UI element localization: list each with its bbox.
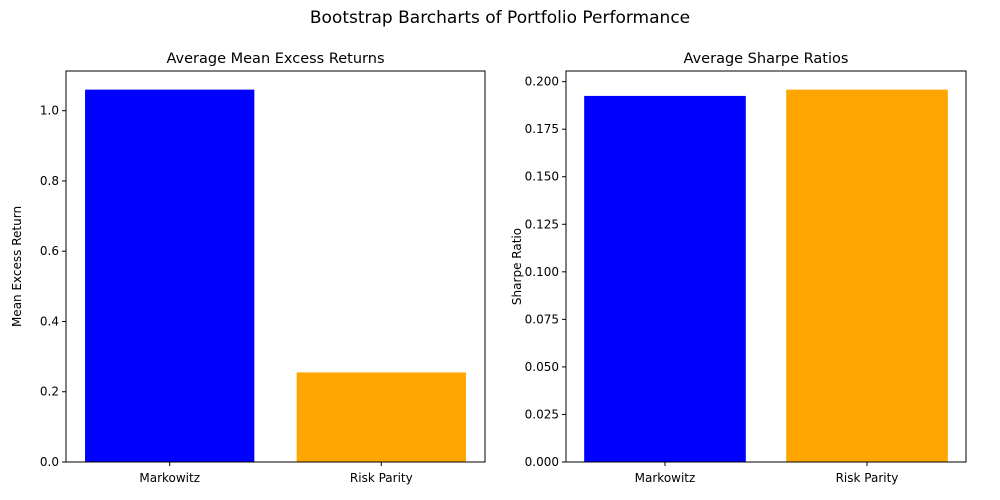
y-tick-label: 0.2 bbox=[40, 385, 59, 399]
bar-risk-parity bbox=[786, 89, 948, 463]
y-tick-label: 0.8 bbox=[40, 174, 59, 188]
axes-frame bbox=[565, 70, 967, 463]
figure-suptitle: Bootstrap Barcharts of Portfolio Perform… bbox=[309, 8, 691, 28]
y-tick-label: 0.200 bbox=[525, 75, 559, 89]
x-tick-label: Markowitz bbox=[139, 471, 200, 485]
bar-markowitz bbox=[85, 89, 255, 462]
chart-title: Average Mean Excess Returns bbox=[166, 51, 384, 67]
y-tick-label: 0.125 bbox=[525, 217, 559, 231]
y-tick-label: 0.050 bbox=[525, 360, 559, 374]
x-tick-label: Risk Parity bbox=[836, 471, 899, 485]
y-tick-label: 0.175 bbox=[525, 122, 559, 136]
bar-risk-parity bbox=[296, 372, 466, 462]
y-tick-label: 0.025 bbox=[525, 407, 559, 421]
bar-markowitz bbox=[584, 95, 746, 463]
chart-title: Average Sharpe Ratios bbox=[684, 51, 849, 67]
x-tick-label: Risk Parity bbox=[350, 471, 413, 485]
y-tick-label: 1.0 bbox=[40, 104, 59, 118]
x-tick-label: Markowitz bbox=[635, 471, 696, 485]
y-axis-label: Mean Excess Return bbox=[10, 206, 24, 327]
y-tick-label: 0.075 bbox=[525, 312, 559, 326]
y-tick-label: 0.6 bbox=[40, 244, 59, 258]
chart-sharpe-ratios: 0.000 0.025 0.050 0.075 0.100 0.125 0.150 0.175… bbox=[510, 51, 967, 485]
y-tick-label: 0.0 bbox=[40, 455, 59, 469]
y-tick-label: 0.150 bbox=[525, 170, 559, 184]
y-axis-label: Sharpe Ratio bbox=[510, 228, 524, 305]
y-tick-label: 0.000 bbox=[525, 455, 559, 469]
y-tick-label: 0.4 bbox=[40, 314, 59, 328]
axes-frame bbox=[65, 70, 486, 463]
y-tick-label: 0.100 bbox=[525, 265, 559, 279]
chart-mean-excess-returns: 0.0 0.2 0.4 0.6 0.8 1.0 Markowitz Risk Parity Av… bbox=[10, 51, 486, 485]
